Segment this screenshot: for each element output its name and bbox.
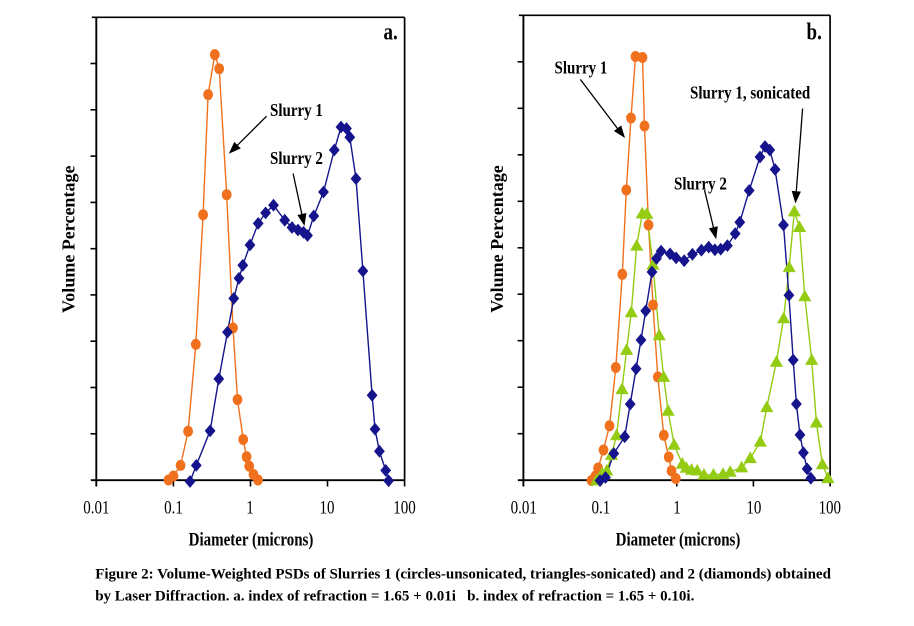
svg-text:1: 1 bbox=[673, 497, 680, 518]
svg-text:Volume Percentage: Volume Percentage bbox=[58, 166, 78, 313]
svg-text:100: 100 bbox=[819, 497, 841, 518]
svg-text:Slurry 2: Slurry 2 bbox=[270, 148, 323, 169]
svg-text:b.: b. bbox=[807, 19, 822, 46]
svg-text:a.: a. bbox=[384, 19, 398, 46]
svg-text:by Laser Diffraction. a. index: by Laser Diffraction. a. index of refrac… bbox=[95, 589, 694, 605]
svg-text:Slurry 1, sonicated: Slurry 1, sonicated bbox=[690, 82, 811, 103]
svg-text:Volume Percentage: Volume Percentage bbox=[487, 165, 507, 312]
svg-text:10: 10 bbox=[320, 497, 335, 518]
svg-text:1: 1 bbox=[246, 497, 253, 518]
svg-text:0.01: 0.01 bbox=[511, 497, 537, 518]
svg-text:Diameter (microns): Diameter (microns) bbox=[616, 529, 741, 550]
svg-text:Slurry 2: Slurry 2 bbox=[674, 173, 727, 194]
svg-text:100: 100 bbox=[393, 497, 415, 518]
svg-text:Figure 2: Volume-Weighted PSDs: Figure 2: Volume-Weighted PSDs of Slurri… bbox=[95, 567, 831, 583]
svg-text:10: 10 bbox=[746, 497, 761, 518]
svg-text:Diameter (microns): Diameter (microns) bbox=[189, 529, 314, 550]
svg-text:Slurry 1: Slurry 1 bbox=[555, 57, 608, 78]
svg-text:Slurry 1: Slurry 1 bbox=[270, 100, 323, 121]
svg-text:0.1: 0.1 bbox=[164, 497, 183, 518]
svg-text:0.1: 0.1 bbox=[592, 497, 611, 518]
svg-text:0.01: 0.01 bbox=[83, 497, 109, 518]
